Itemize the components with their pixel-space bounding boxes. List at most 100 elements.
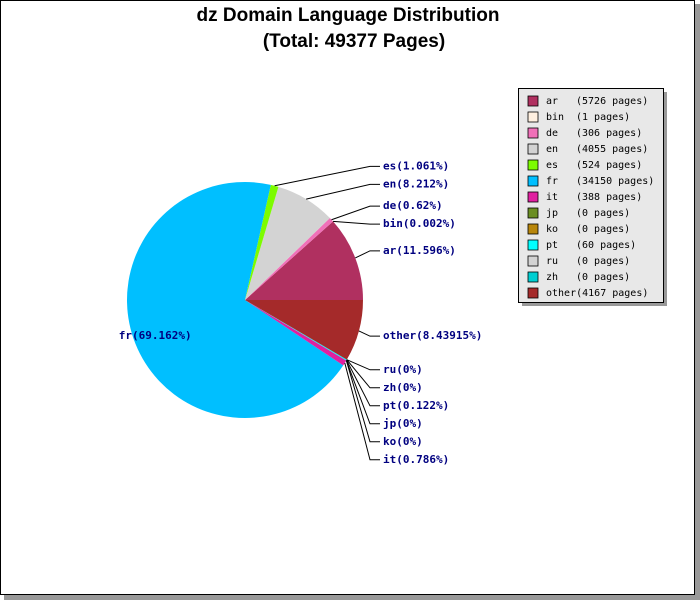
legend-name: ar [546,96,558,107]
legend-swatch [527,191,539,203]
pie-label: fr(69.162%) [119,329,192,342]
legend-pages: (524 pages) [576,160,642,171]
leader-line [306,183,380,200]
pie-label-name: de [383,199,397,212]
legend-pages: (0 pages) [576,224,630,235]
legend-pages: (0 pages) [576,272,630,283]
pie-label: pt(0.122%) [383,399,449,412]
pie-label-name: en [383,177,396,190]
legend-entry: jp (0 pages) [546,208,630,219]
pie-label-value: (8.212%) [396,177,449,190]
legend-entry: de (306 pages) [546,128,642,139]
pie-slice [245,218,334,300]
pie-label-value: (8.43915%) [416,329,482,342]
legend-name: bin [546,112,564,123]
legend-name: fr [546,176,558,187]
legend-entry: fr (34150 pages) [546,176,654,187]
pie-label-name: it [383,453,396,466]
pie-label: ar(11.596%) [383,244,456,257]
pie-label-name: pt [383,399,396,412]
pie-label: de(0.62%) [383,199,443,212]
pie-slice [245,300,347,366]
legend-swatch [527,207,539,219]
legend-swatch [527,159,539,171]
legend-entry: zh (0 pages) [546,272,630,283]
leader-line [358,330,380,337]
pie-label: bin(0.002%) [383,217,456,230]
pie-label: it(0.786%) [383,453,449,466]
pie-label-name: zh [383,381,396,394]
pie-label: other(8.43915%) [383,329,482,342]
legend-name: jp [546,208,558,219]
legend-name: zh [546,272,558,283]
pie-label: es(1.061%) [383,159,449,172]
legend-entry: en (4055 pages) [546,144,648,155]
pie-label-value: (0.002%) [403,217,456,230]
pie-label-value: (0.122%) [396,399,449,412]
legend-name: ru [546,256,558,267]
legend-name: en [546,144,558,155]
legend-swatch [527,95,539,107]
pie-label-name: fr [119,329,133,342]
pie [126,182,363,418]
pie-label-name: jp [383,417,397,430]
pie-label-name: ru [383,363,396,376]
legend-pages: (1 pages) [576,112,630,123]
legend-pages: (388 pages) [576,192,642,203]
legend-entry: es (524 pages) [546,160,642,171]
legend-swatch [527,175,539,187]
pie-label: zh(0%) [383,381,423,394]
pie-label-value: (11.596%) [396,244,456,257]
legend-name: other [546,288,576,299]
legend-swatch [527,127,539,139]
pie-label: jp(0%) [383,417,423,430]
pie-label-name: ko [383,435,397,448]
legend-entry: pt (60 pages) [546,240,636,251]
pie-label: ko(0%) [383,435,423,448]
leader-line [345,360,380,425]
legend-swatch [527,143,539,155]
pie-slice [245,221,334,300]
pie-label-value: (0.786%) [396,453,449,466]
legend-pages: (306 pages) [576,128,642,139]
pie-label: ru(0%) [383,363,423,376]
legend-entry: ar (5726 pages) [546,96,648,107]
pie-slice [126,182,344,418]
legend-pages: (0 pages) [576,256,630,267]
pie-label-value: (0%) [396,417,423,430]
pie-label-value: (0.62%) [396,199,442,212]
legend-entries: ar (5726 pages) bin (1 pages) de (306 pages) e… [527,95,654,299]
pie-label-value: (0%) [396,381,423,394]
legend-entry: other(4167 pages) [546,288,648,299]
leader-line [345,360,380,443]
legend-entry: it (388 pages) [546,192,642,203]
pie-label-name: other [383,329,416,342]
legend-entry: ko (0 pages) [546,224,630,235]
legend-swatch [527,287,539,299]
leader-line [274,165,380,187]
pie-labels: fr(69.162%) ar(11.596%) bin(0.002%) de(0.62… [119,159,483,465]
legend-pages: (4167 pages) [576,288,648,299]
leader-line [346,359,380,371]
pie-slice [245,300,363,360]
pie-label-name: ar [383,244,397,257]
legend-entry: bin (1 pages) [546,112,630,123]
legend-pages: (4055 pages) [576,144,648,155]
legend-pages: (0 pages) [576,208,630,219]
leader-line [344,362,380,461]
legend-pages: (5726 pages) [576,96,648,107]
pie-slice [245,221,363,300]
pie-label-name: bin [383,217,403,230]
pie-slice [245,300,347,361]
leader-line [346,359,380,407]
legend-swatch [527,223,539,235]
pie-slice [245,186,330,300]
legend-swatch [527,239,539,251]
pie-label-value: (69.162%) [132,329,192,342]
leader-line [332,220,380,225]
legend-name: es [546,160,558,171]
leader-line [331,205,380,221]
legend [518,88,664,303]
legend-pages: (60 pages) [576,240,636,251]
